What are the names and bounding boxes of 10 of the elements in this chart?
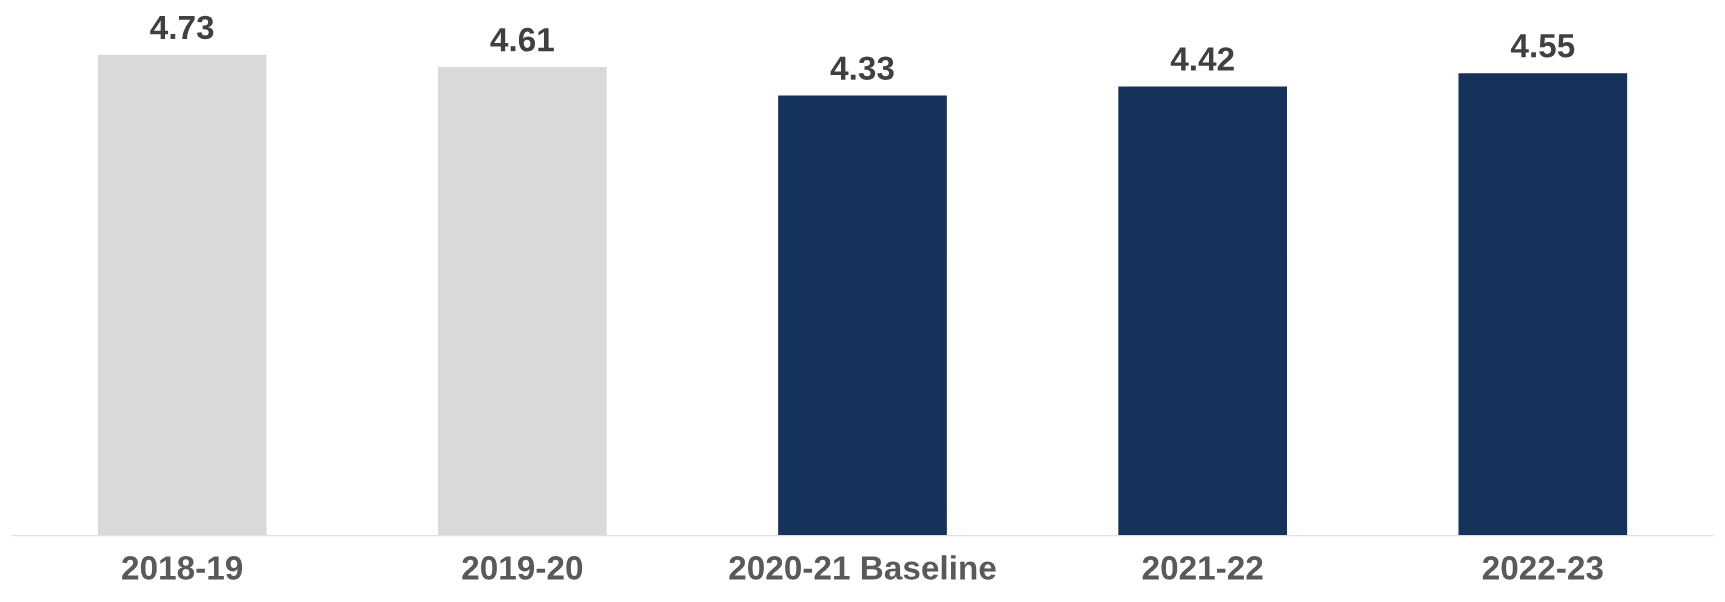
x-tick-label: 2018-19 (122, 556, 243, 580)
data-label: 4.55 (1510, 34, 1575, 58)
data-label: 4.61 (490, 27, 554, 52)
x-tick-label: 2021-22 (1142, 556, 1263, 580)
x-tick-label: 2020-21 Baseline (729, 555, 996, 580)
x-tick-label: 2022-23 (1482, 556, 1603, 580)
data-label: 4.33 (830, 56, 894, 81)
data-label: 4.73 (150, 15, 214, 40)
x-tick-label: 2019-20 (462, 556, 583, 580)
data-label: 4.42 (1170, 47, 1234, 71)
